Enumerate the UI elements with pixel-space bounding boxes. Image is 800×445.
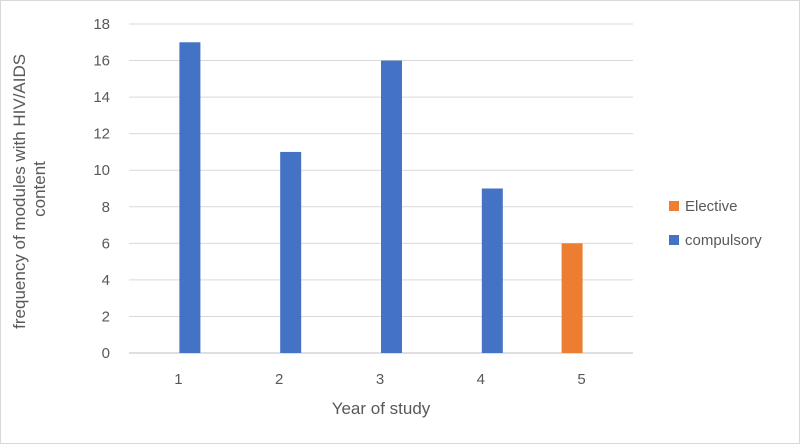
x-tick-labels: 1 2 3 4 5: [174, 371, 586, 388]
legend-label-elective: Elective: [685, 198, 738, 215]
bar-compulsory-year-4: [481, 188, 503, 353]
x-axis-title: Year of study: [332, 399, 431, 418]
y-axis-title: frequency of modules with HIV/AIDS conte…: [10, 49, 49, 329]
bar-compulsory-year-1: [179, 42, 201, 354]
legend: Elective compulsory: [669, 198, 762, 249]
legend-swatch-elective: [669, 201, 679, 211]
x-tick-label: 4: [477, 371, 485, 388]
y-tick-label: 12: [93, 126, 110, 143]
y-axis-title-line-2: content: [30, 161, 49, 217]
bars: [179, 42, 583, 354]
y-tick-label: 4: [102, 272, 110, 289]
y-tick-label: 14: [93, 89, 110, 106]
y-tick-label: 0: [102, 345, 110, 362]
y-tick-labels: 0 2 4 6 8 10 12 14 16 18: [93, 16, 110, 362]
y-tick-label: 2: [102, 308, 110, 325]
y-tick-label: 18: [93, 16, 110, 33]
legend-swatch-compulsory: [669, 235, 679, 245]
x-tick-label: 3: [376, 371, 384, 388]
x-tick-label: 1: [174, 371, 182, 388]
y-tick-label: 16: [93, 53, 110, 70]
x-tick-label: 5: [577, 371, 585, 388]
bar-compulsory-year-2: [280, 151, 302, 353]
legend-label-compulsory: compulsory: [685, 232, 762, 249]
y-axis-title-line-1: frequency of modules with HIV/AIDS: [10, 54, 29, 329]
y-tick-label: 8: [102, 199, 110, 216]
x-tick-label: 2: [275, 371, 283, 388]
y-tick-label: 10: [93, 162, 110, 179]
bar-elective-year-5: [561, 243, 583, 353]
y-tick-label: 6: [102, 235, 110, 252]
bar-compulsory-year-3: [381, 60, 402, 354]
